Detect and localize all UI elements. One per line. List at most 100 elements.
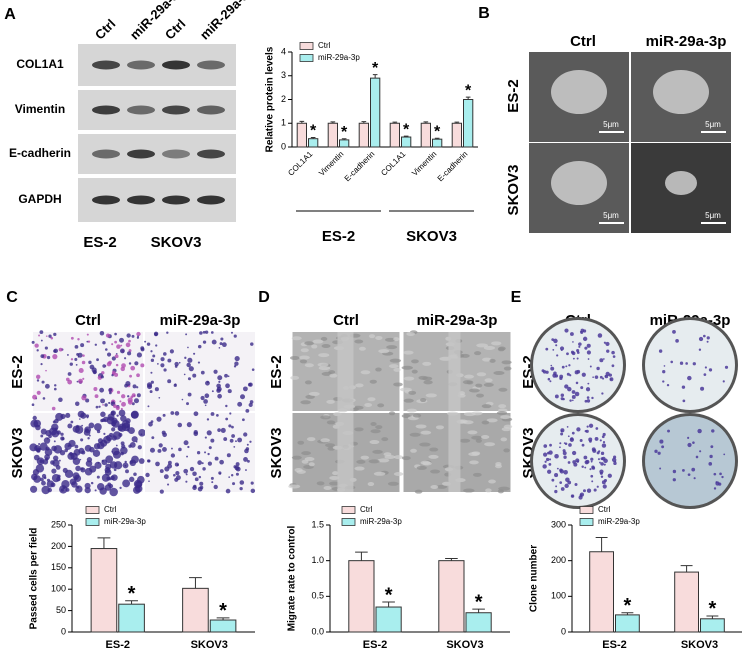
colony-dot <box>552 348 555 351</box>
error-bar <box>434 137 440 140</box>
stained-cell <box>52 455 59 461</box>
colony-dot <box>682 399 686 403</box>
colony-dot <box>551 478 555 482</box>
stained-cell <box>86 457 93 463</box>
panel-letter: C <box>6 289 18 306</box>
stained-cell <box>213 369 218 374</box>
stained-cell <box>52 420 56 424</box>
stained-cell <box>60 432 64 436</box>
stained-cell <box>177 422 183 428</box>
stained-cell <box>116 390 121 394</box>
stained-cell <box>136 373 140 378</box>
stained-cell <box>204 451 207 454</box>
cell-texture <box>393 337 400 342</box>
bar <box>420 122 432 148</box>
stained-cell <box>102 364 106 368</box>
stained-cell <box>163 474 169 480</box>
bar <box>451 122 463 148</box>
stained-cell <box>219 342 223 346</box>
colony-dot <box>564 483 569 489</box>
stained-cell <box>192 485 197 491</box>
stained-cell <box>44 383 50 389</box>
stained-cell <box>146 342 151 346</box>
stained-cell <box>82 377 85 380</box>
stained-cell <box>102 341 106 345</box>
stained-cell <box>162 447 167 452</box>
stained-cell <box>39 459 44 463</box>
y-tick-label: 2 <box>281 94 286 104</box>
stained-cell <box>119 348 125 354</box>
stained-cell <box>218 380 221 383</box>
stained-cell <box>100 411 106 418</box>
error-bar <box>355 551 368 561</box>
stained-cell <box>39 330 44 335</box>
stained-cell <box>243 457 248 462</box>
stained-cell <box>80 438 84 442</box>
x-tick-label: Vimentin <box>317 150 345 178</box>
legend-label: miR-29a-3p <box>360 517 402 526</box>
cell-texture <box>468 388 480 393</box>
colony-dot <box>541 369 545 373</box>
stained-cell <box>126 333 131 338</box>
stained-cell <box>120 441 125 446</box>
colony-dot <box>599 469 604 474</box>
blot-column-label: Ctrl <box>92 16 118 42</box>
stained-cell <box>155 461 160 467</box>
cell-texture <box>463 488 475 493</box>
x-tick-label: SKOV3 <box>681 639 718 651</box>
colony-dot <box>603 358 605 360</box>
panel-letter: D <box>258 289 270 306</box>
stained-cell <box>124 357 127 360</box>
stained-cell <box>228 476 231 478</box>
colony-dot <box>554 489 558 494</box>
colony-dot <box>672 478 676 482</box>
cell-texture <box>323 485 332 490</box>
stained-cell <box>87 436 90 440</box>
blot-column-label: miR-29a-3p <box>197 0 257 43</box>
stained-cell <box>232 482 236 486</box>
stained-cell <box>108 401 111 405</box>
stained-cell <box>84 482 91 489</box>
cell-texture <box>403 350 414 355</box>
colony-dot <box>713 487 717 490</box>
stained-cell <box>41 473 47 479</box>
cell-texture <box>301 451 311 456</box>
dish <box>533 320 623 410</box>
transwell-image <box>33 332 143 411</box>
stained-cell <box>217 428 221 432</box>
stained-cell <box>249 400 254 404</box>
stained-cell <box>127 395 130 398</box>
x-tick-label: SKOV3 <box>191 639 228 651</box>
stained-cell <box>58 397 63 403</box>
stained-cell <box>227 389 232 394</box>
scale-bar-label: 5μm <box>705 211 721 220</box>
colony-dot <box>597 333 603 338</box>
stained-cell <box>60 488 64 492</box>
stained-cell <box>133 479 143 489</box>
significance-mark: * <box>219 600 227 622</box>
error-bar <box>706 615 719 619</box>
stained-cell <box>74 344 79 349</box>
significance-mark: * <box>341 124 348 141</box>
stained-cell <box>31 340 35 344</box>
cell-texture <box>419 442 431 447</box>
colony-dot <box>697 428 702 434</box>
stained-cell <box>154 387 159 392</box>
colony-dot <box>574 483 578 487</box>
stained-cell <box>156 363 159 365</box>
cell-texture <box>469 460 479 465</box>
stained-cell <box>111 370 116 375</box>
stained-cell <box>199 485 204 490</box>
stained-cell <box>250 488 256 494</box>
stained-cell <box>85 414 90 418</box>
colony-dot <box>565 365 568 368</box>
cell-texture <box>498 387 508 392</box>
colony-dot <box>550 366 555 371</box>
cell-texture <box>367 482 375 487</box>
bar <box>308 138 319 148</box>
legend-swatch <box>85 518 100 526</box>
stained-cell <box>81 360 86 365</box>
stained-cell <box>189 466 195 472</box>
stained-cell <box>219 472 222 475</box>
colony-dot <box>583 455 588 460</box>
